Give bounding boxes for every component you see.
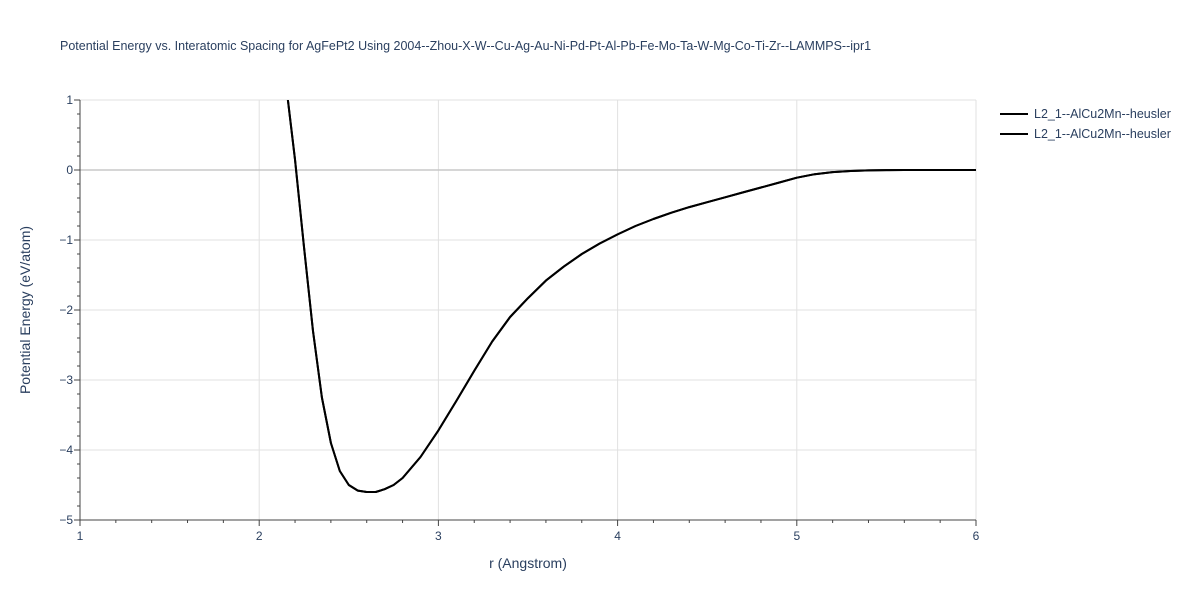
y-tick-label: −3 xyxy=(59,373,73,387)
series-layer xyxy=(286,100,976,493)
axes: 1 2 3 4 5 6 1 0 −1 −2 −3 −4 −5 xyxy=(59,93,979,543)
y-tick-label: 0 xyxy=(66,163,73,177)
series-line-2 xyxy=(286,100,976,493)
x-tick-label: 1 xyxy=(77,529,84,543)
x-tick-label: 3 xyxy=(435,529,442,543)
legend-label: L2_1--AlCu2Mn--heusler xyxy=(1034,127,1171,141)
x-tick-label: 6 xyxy=(973,529,980,543)
x-tick-label: 4 xyxy=(614,529,621,543)
grid-lines xyxy=(80,99,977,520)
y-axis-title: Potential Energy (eV/atom) xyxy=(17,226,33,394)
legend: L2_1--AlCu2Mn--heusler L2_1--AlCu2Mn--heu… xyxy=(1000,107,1171,141)
x-axis-title: r (Angstrom) xyxy=(489,555,567,571)
x-tick-label: 2 xyxy=(256,529,263,543)
legend-label: L2_1--AlCu2Mn--heusler xyxy=(1034,107,1171,121)
y-tick-label: −2 xyxy=(59,303,73,317)
series-line-1 xyxy=(286,100,976,493)
x-tick-label: 5 xyxy=(793,529,800,543)
y-tick-label: 1 xyxy=(66,93,73,107)
chart-title: Potential Energy vs. Interatomic Spacing… xyxy=(60,39,871,53)
y-tick-label: −1 xyxy=(59,233,73,247)
y-tick-label: −4 xyxy=(59,443,73,457)
y-tick-label: −5 xyxy=(59,513,73,527)
